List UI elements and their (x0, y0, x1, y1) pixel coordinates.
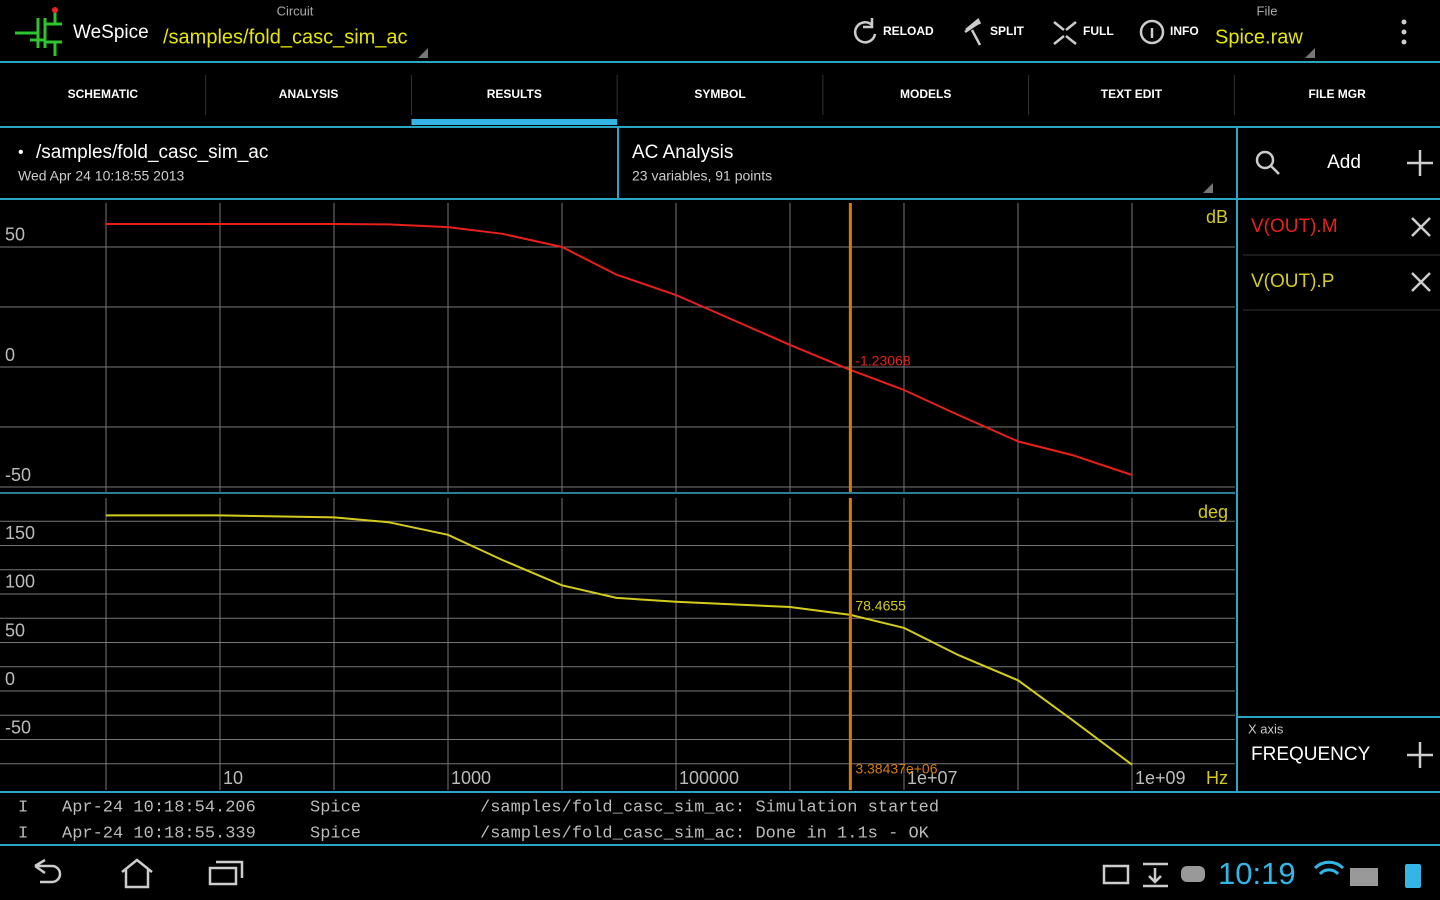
remove-trace[interactable] (1411, 272, 1431, 292)
battery-icon (1405, 864, 1421, 888)
tab[interactable]: ANALYSIS (279, 87, 339, 101)
log-cell: Spice (310, 824, 361, 843)
tab[interactable]: SCHEMATIC (68, 87, 139, 101)
add-icon[interactable] (1407, 150, 1433, 176)
file-label: File (1257, 3, 1278, 18)
x-unit: Hz (1206, 768, 1228, 788)
x-tick-label: 1e+09 (1135, 768, 1186, 788)
circuit-path[interactable]: /samples/fold_casc_sim_ac (163, 26, 408, 48)
app-name: WeSpice (73, 22, 149, 43)
clock: 10:19 (1218, 856, 1296, 891)
remove-trace[interactable] (1411, 217, 1431, 237)
legend-entry[interactable]: V(OUT).M (1251, 216, 1338, 237)
split-icon (964, 18, 982, 46)
analysis-type[interactable]: AC Analysis (632, 142, 733, 163)
spinner-corner (1203, 183, 1213, 193)
full-icon (1053, 21, 1077, 45)
search-handle (1270, 165, 1280, 175)
cursor-value-label: -1.23068 (855, 353, 910, 369)
download-icon (1143, 862, 1168, 888)
spinner-corner (418, 48, 428, 58)
mail-icon (1102, 864, 1130, 885)
log-cell: Apr-24 10:18:54.206 (62, 798, 256, 817)
y-unit: dB (1206, 207, 1228, 227)
overflow-menu[interactable] (1401, 19, 1407, 45)
y-tick-label: 50 (5, 225, 25, 245)
result-date: Wed Apr 24 10:18:55 2013 (18, 168, 185, 184)
game-icon (1181, 866, 1205, 882)
logo[interactable] (15, 7, 62, 56)
y-tick-label: -50 (5, 717, 31, 737)
log-cell: Spice (310, 798, 361, 817)
reload-button[interactable]: RELOAD (883, 24, 934, 38)
bullet: • (18, 144, 24, 161)
series-line (106, 514, 1133, 766)
series-line (106, 223, 1133, 476)
tab[interactable]: MODELS (900, 87, 951, 101)
y-tick-label: 0 (5, 669, 15, 689)
y-tick-label: 50 (5, 620, 25, 640)
storage-icon (1350, 868, 1378, 886)
log-cell: /samples/fold_casc_sim_ac: Simulation st… (480, 798, 939, 817)
result-path: /samples/fold_casc_sim_ac (36, 142, 268, 163)
log-panel: I Apr-24 10:18:54.206 Spice/samples/fold_c… (18, 798, 939, 843)
tab-bar: SCHEMATIC ANALYSIS RESULTS SYMBOL MODELS TEXT… (68, 75, 1366, 125)
analysis-summary: 23 variables, 91 points (632, 168, 772, 184)
dot (1401, 29, 1407, 35)
y-tick-label: 0 (5, 345, 15, 365)
tab[interactable]: TEXT EDIT (1101, 87, 1163, 101)
x-axis-variable[interactable]: FREQUENCY (1251, 744, 1371, 765)
tab-indicator (411, 119, 618, 125)
full-button[interactable]: FULL (1083, 24, 1114, 38)
dot (1401, 39, 1407, 45)
logo-icon (15, 10, 62, 56)
legend-entry[interactable]: V(OUT).P (1251, 271, 1334, 292)
info-button[interactable]: INFO (1170, 24, 1199, 38)
reload-icon (853, 18, 877, 44)
x-tick-label: 1000 (451, 768, 491, 788)
y-unit: deg (1198, 502, 1228, 522)
tab[interactable]: FILE MGR (1308, 87, 1366, 101)
x-tick-label: 1e+07 (907, 768, 958, 788)
add-button[interactable]: Add (1327, 152, 1361, 173)
circuit-label: Circuit (277, 3, 314, 18)
dot (1401, 19, 1407, 25)
log-cell: /samples/fold_casc_sim_ac: Done in 1.1s … (480, 824, 930, 843)
home-button[interactable] (121, 858, 153, 889)
x-axis-label: X axis (1248, 721, 1284, 736)
back-button[interactable] (34, 858, 62, 884)
x-tick-label: 100000 (679, 768, 739, 788)
y-tick-label: 100 (5, 572, 35, 592)
x-tick-label: 10 (223, 768, 243, 788)
plots: -50 0 50 dB -1.23068 -50 0 50 100 150 10 1000 100000… (0, 203, 1235, 790)
recents-button[interactable] (208, 860, 244, 886)
log-cell: I (18, 798, 28, 817)
cursor-value-label: 78.4655 (855, 598, 906, 614)
log-cell: I (18, 824, 28, 843)
y-tick-label: -50 (5, 465, 31, 485)
wifi-icon (1313, 860, 1345, 876)
split-button[interactable]: SPLIT (990, 24, 1025, 38)
tab[interactable]: RESULTS (487, 87, 542, 101)
search-icon[interactable] (1255, 150, 1275, 170)
logo-dot (52, 7, 58, 13)
legend: V(OUT).M V(OUT).P (1243, 216, 1440, 311)
cursor-x-label: 3.38437e+06 (855, 761, 937, 777)
file-name[interactable]: Spice.raw (1215, 26, 1303, 48)
tab[interactable]: SYMBOL (694, 87, 745, 101)
spinner-corner (1305, 48, 1315, 58)
info-icon (1139, 19, 1165, 45)
y-tick-label: 150 (5, 523, 35, 543)
log-cell: Apr-24 10:18:55.339 (62, 824, 256, 843)
x-axis-add[interactable] (1407, 742, 1433, 768)
